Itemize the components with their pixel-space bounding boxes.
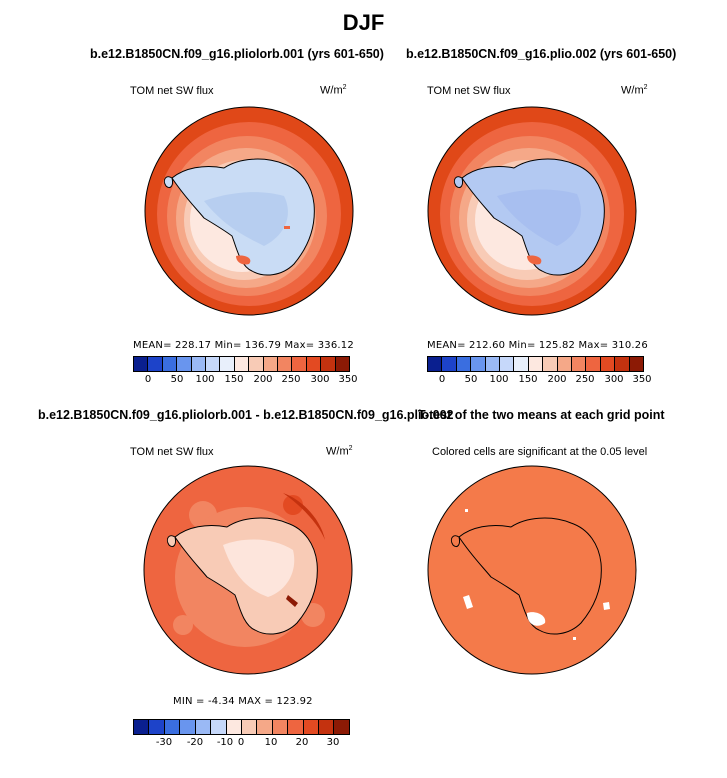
tick-label: 50 — [170, 374, 184, 385]
colorbar-swatch — [615, 357, 630, 371]
variable-label-top-left: TOM net SW flux — [130, 85, 214, 97]
colorbar-swatch — [249, 357, 264, 371]
colorbar-swatch — [456, 357, 472, 371]
colorbar-swatch — [586, 357, 601, 371]
tick-label: 150 — [518, 374, 538, 385]
colorbar-swatch — [471, 357, 486, 371]
colorbar-top-right — [427, 356, 644, 372]
stats-top-left: MEAN= 228.17 Min= 136.79 Max= 336.12 — [133, 340, 354, 351]
tick-label: 300 — [310, 374, 330, 385]
colorbar-swatch — [500, 357, 515, 371]
colorbar-swatch — [241, 720, 258, 734]
colorbar-swatch — [600, 357, 616, 371]
colorbar-swatch — [278, 357, 293, 371]
colorbar-swatch — [149, 720, 165, 734]
tick-label: 30 — [326, 737, 340, 748]
variable-label-top-right: TOM net SW flux — [427, 85, 511, 97]
colorbar-swatch — [234, 357, 250, 371]
units-label-top-left: W/m2 — [320, 84, 347, 97]
colorbar-bottom-left — [133, 719, 350, 735]
colorbar-swatch — [514, 357, 529, 371]
panel-title-top-right: b.e12.B1850CN.f09_g16.plio.002 (yrs 601-… — [406, 47, 677, 61]
colorbar-swatch — [442, 357, 457, 371]
colorbar-ticks-bottom-left: -30 -20 -10 0 10 20 30 — [133, 737, 350, 751]
tick-label: 200 — [547, 374, 567, 385]
colorbar-swatch — [306, 357, 322, 371]
panel-title-bottom-left: b.e12.B1850CN.f09_g16.pliolorb.001 - b.e… — [38, 408, 454, 422]
colorbar-swatch — [226, 720, 242, 734]
colorbar-swatch — [134, 357, 149, 371]
polar-map-bottom-right — [427, 465, 637, 675]
colorbar-ticks-top-left: 0 50 100 150 200 250 300 350 — [133, 374, 358, 388]
colorbar-swatch — [162, 357, 178, 371]
colorbar-swatch — [134, 720, 150, 734]
colorbar-swatch — [263, 357, 279, 371]
panel-title-bottom-right: T-test of the two means at each grid poi… — [418, 408, 665, 422]
colorbar-swatch — [288, 720, 304, 734]
colorbar-ticks-top-right: 0 50 100 150 200 250 300 350 — [427, 374, 652, 388]
stats-top-right: MEAN= 212.60 Min= 125.82 Max= 310.26 — [427, 340, 648, 351]
tick-label: 0 — [237, 737, 245, 748]
colorbar-swatch — [572, 357, 587, 371]
tick-label: 10 — [264, 737, 278, 748]
polar-map-bottom-left — [143, 465, 353, 675]
colorbar-swatch — [292, 357, 307, 371]
colorbar-swatch — [629, 357, 644, 371]
significance-note: Colored cells are significant at the 0.0… — [432, 446, 648, 458]
colorbar-swatch — [272, 720, 289, 734]
tick-label: 50 — [464, 374, 478, 385]
tick-label: 200 — [253, 374, 273, 385]
tick-label: 100 — [195, 374, 215, 385]
colorbar-swatch — [319, 720, 335, 734]
polar-map-top-left — [144, 106, 354, 316]
peninsula-shape — [450, 535, 460, 548]
colorbar-swatch — [528, 357, 544, 371]
units-label-bottom-left: W/m2 — [326, 445, 353, 458]
colorbar-swatch — [543, 357, 558, 371]
colorbar-swatch — [335, 357, 350, 371]
colorbar-swatch — [334, 720, 349, 734]
tick-label: 300 — [604, 374, 624, 385]
tick-label: -20 — [186, 737, 204, 748]
peninsula-shape — [453, 176, 463, 189]
colorbar-top-left — [133, 356, 350, 372]
tick-label: 0 — [438, 374, 446, 385]
figure-title: DJF — [342, 10, 385, 35]
tick-label: 250 — [575, 374, 595, 385]
tick-label: 150 — [224, 374, 244, 385]
tick-label: 350 — [632, 374, 652, 385]
colorbar-swatch — [321, 357, 336, 371]
tick-label: 350 — [338, 374, 358, 385]
tick-label: 100 — [489, 374, 509, 385]
colorbar-swatch — [191, 357, 207, 371]
polar-map-top-right — [427, 106, 637, 316]
tick-label: -30 — [155, 737, 173, 748]
colorbar-swatch — [257, 720, 273, 734]
colorbar-swatch — [485, 357, 501, 371]
peninsula-shape — [166, 535, 176, 548]
units-label-top-right: W/m2 — [621, 84, 648, 97]
colorbar-swatch — [206, 357, 221, 371]
colorbar-swatch — [148, 357, 163, 371]
variable-label-bottom-left: TOM net SW flux — [130, 446, 214, 458]
colorbar-swatch — [211, 720, 227, 734]
colorbar-swatch — [195, 720, 212, 734]
tick-label: 20 — [295, 737, 309, 748]
antarctica-shape — [458, 517, 602, 635]
colorbar-swatch — [180, 720, 196, 734]
tick-label: -10 — [216, 737, 234, 748]
colorbar-swatch — [164, 720, 181, 734]
tick-label: 250 — [281, 374, 301, 385]
colorbar-swatch — [220, 357, 235, 371]
peninsula-shape — [163, 176, 173, 189]
tick-label: 0 — [144, 374, 152, 385]
colorbar-swatch — [557, 357, 573, 371]
stats-bottom-left: MIN = -4.34 MAX = 123.92 — [173, 696, 313, 707]
panel-title-top-left: b.e12.B1850CN.f09_g16.pliolorb.001 (yrs … — [90, 47, 384, 61]
colorbar-swatch — [177, 357, 192, 371]
colorbar-swatch — [303, 720, 320, 734]
colorbar-swatch — [428, 357, 443, 371]
